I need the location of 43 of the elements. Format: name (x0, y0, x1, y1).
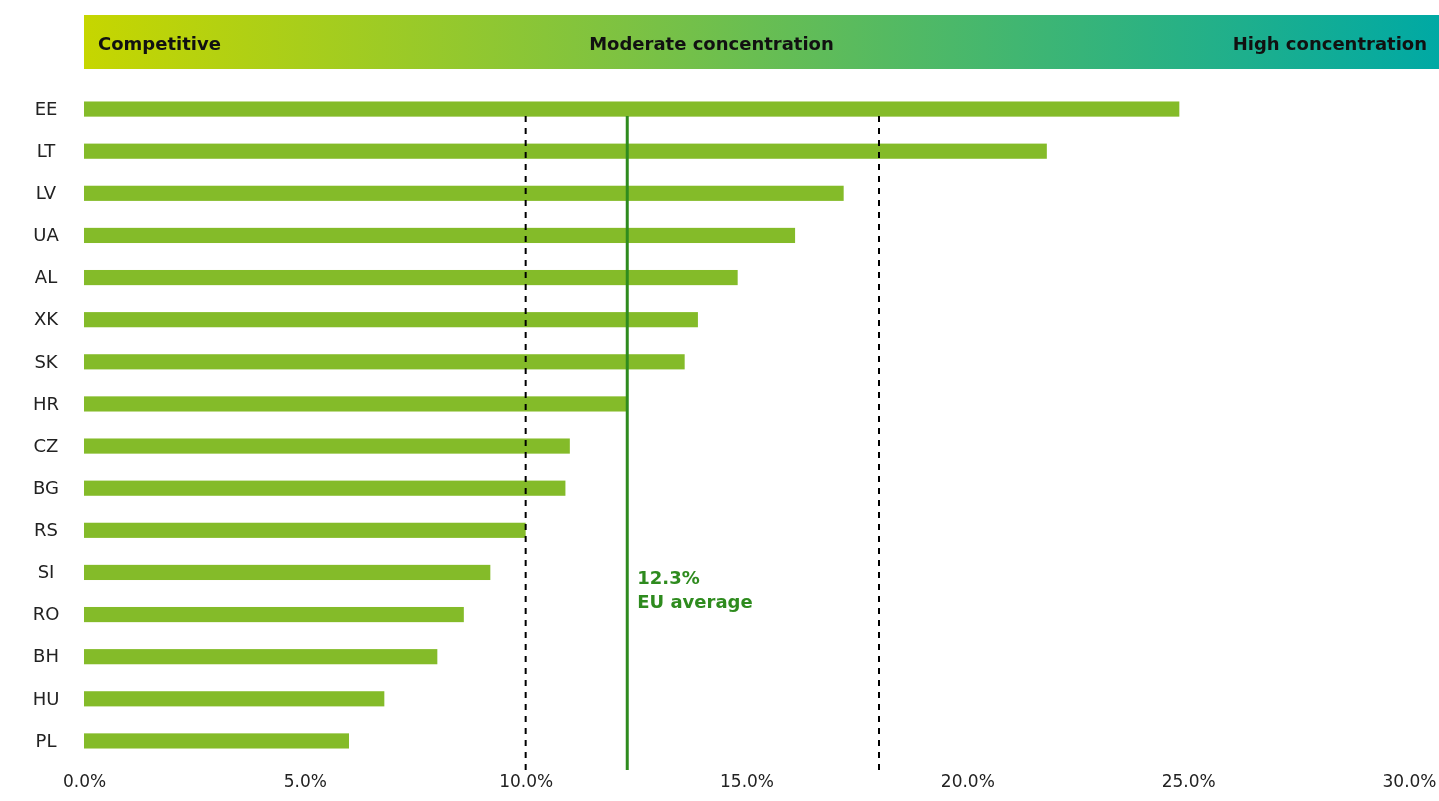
bar (84, 564, 491, 581)
x-tick-label: 15.0% (719, 771, 775, 792)
bar (84, 185, 844, 201)
bar (84, 733, 349, 749)
y-tick-label: LT (36, 139, 57, 161)
y-tick-label: EE (34, 97, 58, 119)
bar (84, 101, 1180, 117)
y-tick-label: HU (32, 687, 60, 709)
bar (84, 691, 385, 707)
bar (84, 396, 628, 412)
bar (84, 438, 570, 454)
bar (84, 143, 1047, 159)
y-tick-label: SI (37, 561, 55, 583)
bar (84, 312, 698, 328)
text: Moderate concentration (589, 33, 834, 54)
text: Competitive (98, 33, 221, 54)
x-tick-label: 30.0% (1382, 771, 1437, 792)
y-tick-label: CZ (33, 434, 59, 456)
y-tick-label: SK (34, 350, 59, 372)
bar (84, 649, 438, 665)
y-tick-label: BH (33, 645, 59, 667)
bar (84, 606, 464, 623)
x-tick-label: 25.0% (1161, 771, 1216, 792)
ref-line-label: 12.3% EU average (637, 567, 753, 612)
bar (84, 522, 526, 538)
y-tick-label: LV (35, 182, 57, 204)
bar (84, 227, 796, 244)
x-tick-label: 0.0% (62, 771, 107, 792)
y-tick-label: PL (35, 729, 57, 751)
y-tick-label: RS (34, 519, 58, 541)
y-tick-label: RO (32, 603, 60, 625)
y-tick-label: HR (32, 392, 60, 414)
text: High concentration (1232, 33, 1427, 54)
bar (84, 269, 738, 286)
y-tick-label: UA (33, 224, 60, 246)
x-tick-label: 5.0% (283, 771, 327, 792)
y-tick-label: XK (33, 308, 60, 330)
x-tick-label: 10.0% (499, 771, 554, 792)
y-tick-label: BG (33, 476, 59, 498)
x-tick-label: 20.0% (940, 771, 995, 792)
bar (84, 480, 566, 496)
bar (84, 354, 685, 370)
y-tick-label: AL (34, 266, 58, 288)
